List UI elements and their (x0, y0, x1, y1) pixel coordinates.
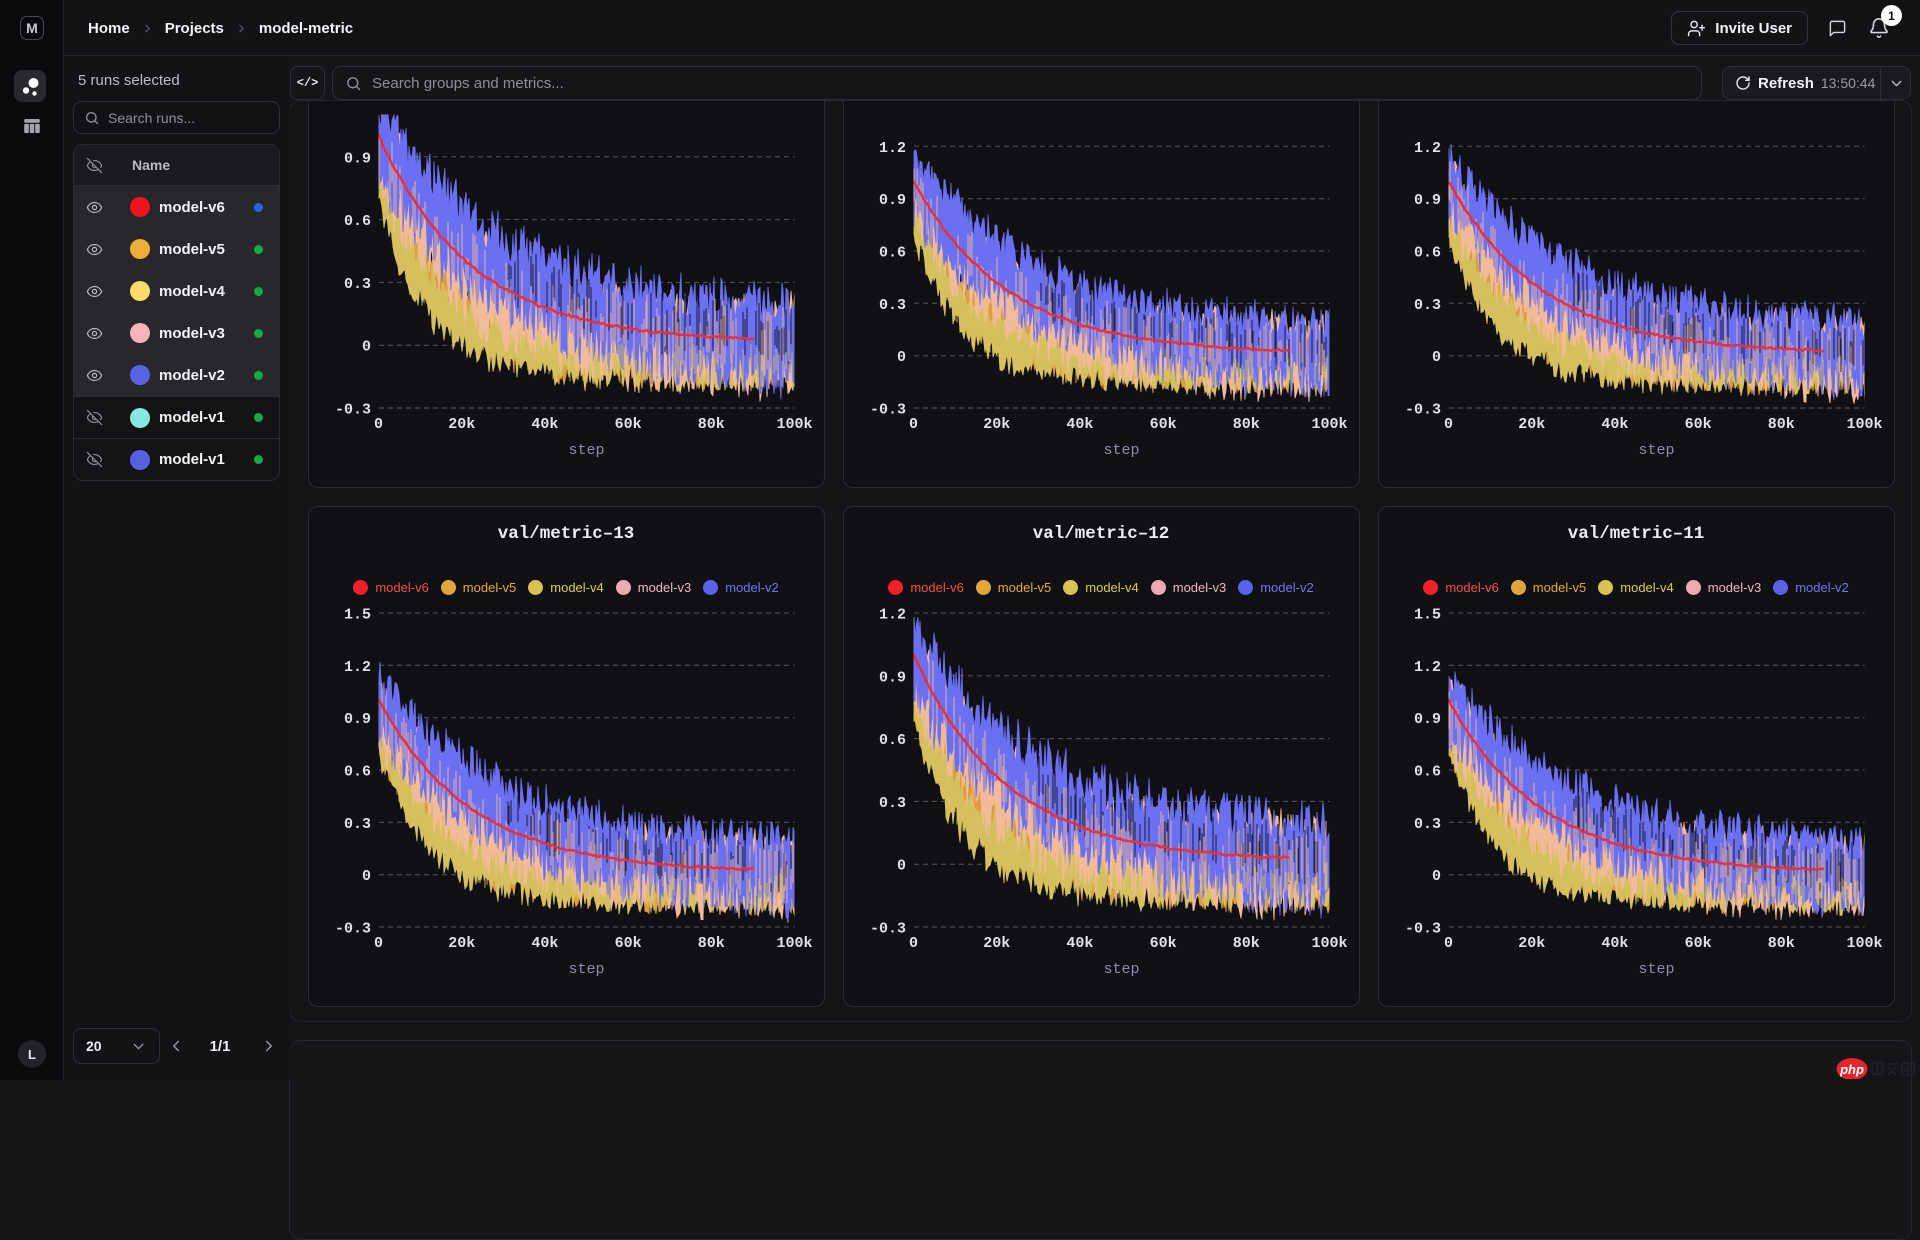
svg-text:80k: 80k (1232, 416, 1259, 433)
svg-text:1.5: 1.5 (878, 100, 905, 105)
svg-text:80k: 80k (697, 935, 724, 952)
svg-text:1.2: 1.2 (1413, 140, 1440, 157)
svg-text:step: step (1103, 961, 1139, 978)
svg-text:step: step (1638, 961, 1674, 978)
svg-text:0: 0 (373, 935, 382, 952)
svg-text:0.3: 0.3 (878, 297, 905, 314)
svg-text:1.2: 1.2 (343, 659, 370, 676)
svg-text:php: php (1839, 1062, 1864, 1077)
svg-text:0.9: 0.9 (343, 711, 370, 728)
svg-text:0: 0 (373, 416, 382, 433)
svg-text:60k: 60k (614, 416, 641, 433)
svg-text:0.6: 0.6 (1413, 245, 1440, 262)
svg-text:1.2: 1.2 (878, 140, 905, 157)
svg-text:40k: 40k (1601, 416, 1628, 433)
svg-text:-0.3: -0.3 (869, 921, 905, 938)
svg-text:0.6: 0.6 (343, 764, 370, 781)
svg-text:0.6: 0.6 (878, 245, 905, 262)
svg-text:0: 0 (1431, 868, 1440, 885)
svg-text:80k: 80k (1767, 935, 1794, 952)
svg-text:80k: 80k (1232, 935, 1259, 952)
svg-text:0: 0 (361, 868, 370, 885)
svg-text:100k: 100k (1846, 416, 1882, 433)
svg-text:40k: 40k (531, 935, 558, 952)
svg-text:0.9: 0.9 (1413, 192, 1440, 209)
svg-text:1.2: 1.2 (1413, 659, 1440, 676)
svg-text:0: 0 (908, 935, 917, 952)
svg-text:100k: 100k (776, 935, 812, 952)
svg-text:0: 0 (896, 349, 905, 366)
svg-text:100k: 100k (1311, 416, 1347, 433)
svg-text:-0.3: -0.3 (334, 402, 370, 419)
svg-text:100k: 100k (1311, 935, 1347, 952)
svg-text:40k: 40k (531, 416, 558, 433)
svg-text:1.2: 1.2 (878, 607, 905, 624)
svg-text:0.3: 0.3 (343, 816, 370, 833)
svg-text:0.6: 0.6 (1413, 764, 1440, 781)
svg-text:20k: 20k (983, 416, 1010, 433)
svg-text:0: 0 (896, 858, 905, 875)
svg-text:80k: 80k (697, 416, 724, 433)
svg-text:0: 0 (908, 416, 917, 433)
svg-text:1.5: 1.5 (1413, 100, 1440, 105)
svg-text:0.3: 0.3 (1413, 816, 1440, 833)
svg-text:0.9: 0.9 (1413, 711, 1440, 728)
svg-text:-0.3: -0.3 (1404, 402, 1440, 419)
svg-text:40k: 40k (1601, 935, 1628, 952)
svg-text:100k: 100k (1846, 935, 1882, 952)
svg-text:1.2: 1.2 (343, 100, 370, 105)
svg-text:0.9: 0.9 (878, 192, 905, 209)
svg-text:-0.3: -0.3 (869, 402, 905, 419)
svg-text:step: step (1638, 442, 1674, 459)
svg-text:0.9: 0.9 (343, 150, 370, 167)
svg-text:20k: 20k (448, 935, 475, 952)
svg-text:-0.3: -0.3 (334, 921, 370, 938)
svg-text:60k: 60k (1684, 416, 1711, 433)
svg-text:60k: 60k (1149, 416, 1176, 433)
svg-text:40k: 40k (1066, 416, 1093, 433)
svg-text:20k: 20k (448, 416, 475, 433)
svg-text:60k: 60k (614, 935, 641, 952)
svg-text:20k: 20k (983, 935, 1010, 952)
svg-text:0.6: 0.6 (343, 213, 370, 230)
svg-text:1.5: 1.5 (1413, 607, 1440, 624)
svg-text:60k: 60k (1684, 935, 1711, 952)
svg-text:0.3: 0.3 (878, 795, 905, 812)
svg-text:-0.3: -0.3 (1404, 921, 1440, 938)
svg-text:100k: 100k (776, 416, 812, 433)
svg-text:20k: 20k (1518, 416, 1545, 433)
svg-text:0.3: 0.3 (1413, 297, 1440, 314)
svg-text:0: 0 (361, 339, 370, 356)
svg-text:80k: 80k (1767, 416, 1794, 433)
svg-text:0: 0 (1443, 416, 1452, 433)
svg-text:step: step (568, 442, 604, 459)
svg-text:20k: 20k (1518, 935, 1545, 952)
svg-text:40k: 40k (1066, 935, 1093, 952)
svg-text:0.6: 0.6 (878, 732, 905, 749)
svg-text:step: step (1103, 442, 1139, 459)
svg-text:0.3: 0.3 (343, 276, 370, 293)
svg-text:1.5: 1.5 (343, 607, 370, 624)
svg-text:0.9: 0.9 (878, 669, 905, 686)
svg-text:step: step (568, 961, 604, 978)
svg-text:0: 0 (1443, 935, 1452, 952)
svg-text:60k: 60k (1149, 935, 1176, 952)
svg-text:0: 0 (1431, 349, 1440, 366)
